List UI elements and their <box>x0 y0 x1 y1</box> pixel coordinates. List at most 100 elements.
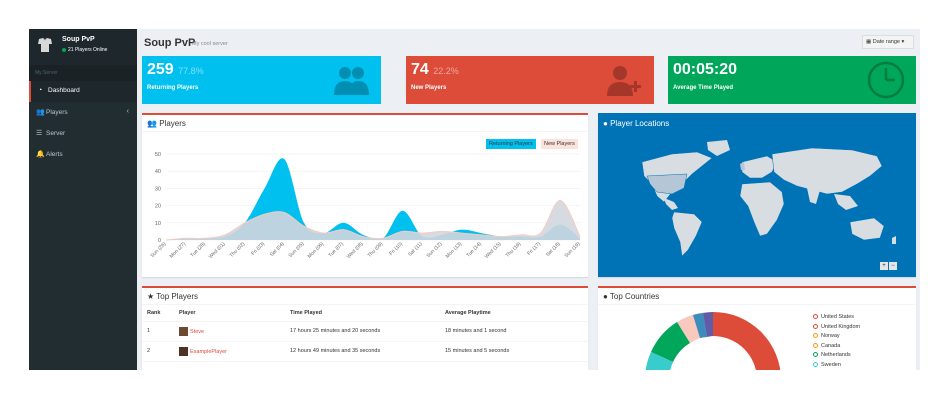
legend-ring-icon <box>813 361 818 367</box>
map-zoom-out-button[interactable]: − <box>889 262 897 270</box>
world-map[interactable] <box>602 132 912 262</box>
x-tick-label: Thu (02) <box>229 241 247 259</box>
map-usa <box>646 173 688 195</box>
player-skin-icon <box>179 326 188 336</box>
map-southeast-asia <box>834 194 858 210</box>
x-tick-label: Wed (15) <box>484 241 503 260</box>
x-tick-label: Sun (05) <box>288 241 306 259</box>
x-tick-label: Sat (18) <box>545 241 562 258</box>
legend-item[interactable]: Norway <box>813 333 860 343</box>
players-chart-box: 👥 Players Returning Players New Players … <box>142 113 588 277</box>
sidebar-section-header: My Server <box>29 65 137 81</box>
col-player: Player <box>174 305 285 322</box>
legend-item[interactable]: United States <box>813 314 860 324</box>
date-range-button[interactable]: ▦ Date range ▾ <box>862 35 914 49</box>
top-countries-box: ● Top Countries United States United Kin… <box>598 286 916 370</box>
map-india <box>807 188 820 204</box>
legend-item[interactable]: United Kingdom <box>813 324 860 334</box>
sidebar-item-server[interactable]: ☰ Server <box>36 130 66 137</box>
series-area-returning-players[interactable] <box>166 158 580 240</box>
map-south-america <box>671 211 703 257</box>
sidebar-user-panel: Soup PvP 21 Players Online <box>29 29 137 65</box>
legend-item[interactable]: Netherlands <box>813 352 860 362</box>
legend-item[interactable]: Sweden <box>813 362 860 371</box>
col-average-playtime: Average Playtime <box>440 305 588 322</box>
main-content: Soup PvP My cool server ▦ Date range ▾ 2… <box>137 29 920 370</box>
donut-slice-netherlands <box>651 322 690 362</box>
list-icon: ☰ <box>36 130 43 137</box>
box-title: ● Top Countries <box>598 288 916 305</box>
rank-cell: 1 <box>142 321 174 342</box>
users-icon: 👥 <box>36 109 45 116</box>
tile-label: Returning Players <box>147 85 199 91</box>
table-header-row: Rank Player Time Played Average Playtime <box>142 305 588 322</box>
legend-ring-icon <box>813 333 818 339</box>
page-title: Soup PvP <box>144 37 196 49</box>
legend-returning-players[interactable]: Returning Players <box>486 139 536 149</box>
map-greenland <box>707 140 730 156</box>
tile-returning-players: 259 77.8% Returning Players <box>142 56 381 104</box>
time-cell: 17 hours 25 minutes and 20 seconds <box>285 321 440 342</box>
sidebar-item-players[interactable]: 👥Players ‹ <box>36 108 129 116</box>
tile-value: 259 77.8% <box>147 61 204 78</box>
x-tick-label: Mon (13) <box>445 241 464 260</box>
player-locations-box: ● Player Locations <box>598 113 916 277</box>
player-cell[interactable]: Steve <box>174 321 285 342</box>
map-australia <box>849 217 885 241</box>
star-icon: ★ <box>147 292 155 301</box>
calendar-icon: ▦ <box>866 39 872 45</box>
map-europe <box>741 155 778 179</box>
map-africa <box>739 181 785 237</box>
sidebar-item-alerts[interactable]: 🔔Alerts <box>36 151 63 158</box>
online-dot-icon <box>62 47 66 52</box>
chevron-left-icon: ‹ <box>126 108 129 115</box>
rank-cell: 2 <box>142 341 174 362</box>
x-tick-label: Wed (08) <box>346 241 365 260</box>
tile-label: Average Time Played <box>673 85 734 91</box>
users-icon: 👥 <box>147 119 157 128</box>
donut-slice-sweden <box>645 352 673 370</box>
player-cell[interactable]: ExamplePlayer <box>174 341 285 362</box>
x-tick-label: Fri (03) <box>250 241 266 257</box>
tile-value: 00:05:20 <box>673 61 738 78</box>
x-tick-label: Thu (09) <box>367 241 385 259</box>
x-tick-label: Tue (28) <box>189 241 207 259</box>
donut-slice-canada <box>703 312 713 337</box>
legend-new-players[interactable]: New Players <box>541 139 578 149</box>
x-tick-label: Mon (27) <box>169 241 188 260</box>
top-players-box: ★ Top Players Rank Player Time Played Av… <box>142 286 588 370</box>
x-tick-label: Sat (11) <box>407 241 424 258</box>
x-tick-label: Mon (06) <box>307 241 326 260</box>
map-new-zealand <box>892 236 896 244</box>
tile-new-players: 74 22.2% New Players <box>406 56 654 104</box>
map-zoom-in-button[interactable]: + <box>880 262 888 270</box>
table-row: 2 ExamplePlayer 12 hours 49 minutes and … <box>142 341 588 362</box>
avg-cell: 18 minutes and 1 second <box>440 321 588 342</box>
y-tick-label: 10 <box>155 221 161 227</box>
series-area-new-players[interactable] <box>166 200 580 240</box>
app-window: Soup PvP 21 Players Online My Server ◔ Da… <box>29 29 920 370</box>
legend-ring-icon <box>813 342 818 348</box>
online-status: 21 Players Online <box>62 47 107 53</box>
table-row: 1 Steve 17 hours 25 minutes and 20 secon… <box>142 321 588 342</box>
y-tick-label: 30 <box>155 186 161 192</box>
clock-icon <box>867 61 905 99</box>
map-asia <box>771 147 883 195</box>
tile-average-time: 00:05:20 Average Time Played <box>668 56 916 104</box>
caret-down-icon: ▾ <box>901 39 905 45</box>
y-tick-label: 0 <box>158 238 161 244</box>
x-tick-label: Tue (14) <box>465 241 483 259</box>
user-add-icon <box>607 66 641 96</box>
tile-value: 74 22.2% <box>411 61 459 78</box>
x-tick-label: Sun (19) <box>564 241 582 259</box>
x-tick-label: Wed (01) <box>208 241 227 260</box>
box-title: ● Player Locations <box>603 119 670 128</box>
legend-ring-icon <box>813 352 818 358</box>
legend-ring-icon <box>813 323 818 329</box>
page-subtitle: My cool server <box>192 41 228 47</box>
legend-item[interactable]: Canada <box>813 343 860 353</box>
sidebar-item-dashboard[interactable]: ◔ Dashboard <box>29 81 137 102</box>
map-uk <box>740 162 745 170</box>
server-name: Soup PvP <box>62 36 95 43</box>
